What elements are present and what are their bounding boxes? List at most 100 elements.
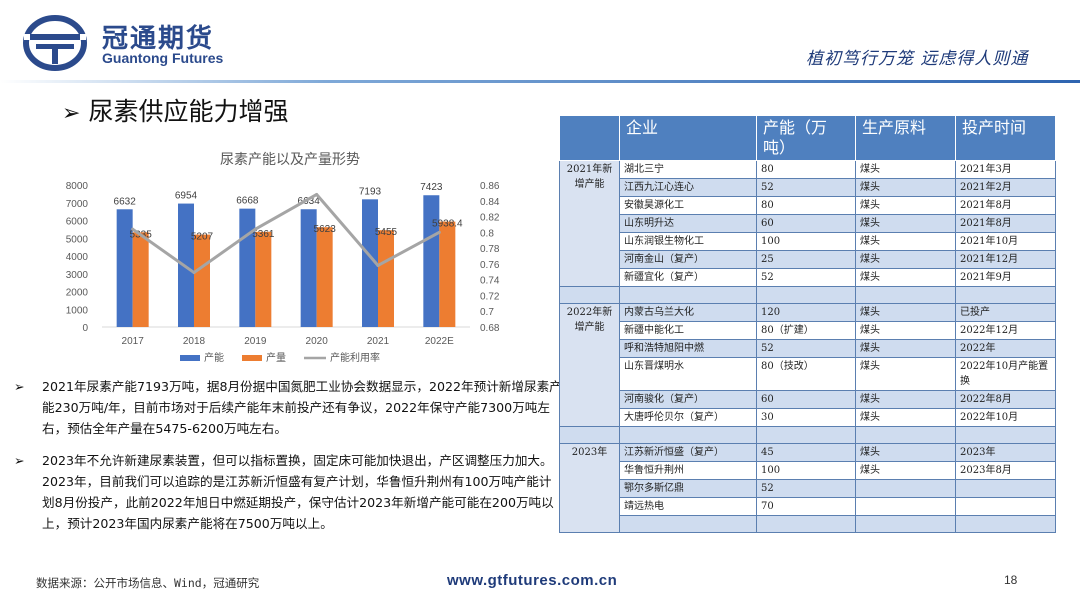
table-cell: 河南骏化（复产） xyxy=(619,390,757,409)
logo-english-name: Guantong Futures xyxy=(102,50,224,66)
website-link[interactable]: www.gtfutures.com.cn xyxy=(447,572,618,589)
table-cell: 煤头 xyxy=(855,357,956,391)
legend-label: 产量 xyxy=(266,351,286,364)
company-logo: 冠通期货 Guantong Futures xyxy=(22,14,282,74)
utilization-point xyxy=(315,192,319,196)
table-row: 江西九江心连心 52 煤头 2021年2月 xyxy=(560,178,1056,197)
table-empty-cell xyxy=(619,515,757,533)
utilization-point xyxy=(131,227,135,231)
table-cell: 山东润银生物化工 xyxy=(619,232,757,251)
bar-output xyxy=(316,227,333,327)
table-cell: 煤头 xyxy=(855,268,956,287)
table-cell: 2021年3月 xyxy=(955,160,1056,179)
table-cell: 80 xyxy=(756,160,856,179)
table-cell xyxy=(955,497,1056,516)
utilization-point xyxy=(376,263,380,267)
table-cell: 山东明升达 xyxy=(619,214,757,233)
x-tick-label: 2022E xyxy=(425,336,454,347)
utilization-point xyxy=(437,230,441,234)
table-cell: 煤头 xyxy=(855,178,956,197)
table-cell: 52 xyxy=(756,268,856,287)
table-cell: 煤头 xyxy=(855,408,956,427)
table-cell: 2021年9月 xyxy=(955,268,1056,287)
bar-output xyxy=(378,230,394,327)
y-tick-label: 6000 xyxy=(66,217,89,228)
table-group-label: 2023年 xyxy=(559,443,620,533)
header-divider xyxy=(0,80,1080,83)
table-row: 2021年新增产能 湖北三宁 80 煤头 2021年3月 xyxy=(559,160,1056,287)
table-row: 河南金山（复产） 25 煤头 2021年12月 xyxy=(560,250,1056,269)
bar-data-label: 5207 xyxy=(191,232,214,243)
company-slogan: 植初笃行万笼 远虑得人则通 xyxy=(806,49,1029,69)
legend-swatch-output xyxy=(242,355,262,361)
table-cell: 呼和浩特旭阳中燃 xyxy=(619,339,757,358)
y2-tick-label: 0.72 xyxy=(480,291,500,302)
table-row: 鄂尔多斯亿鼎 52 xyxy=(560,479,1056,498)
bar-output xyxy=(439,221,456,327)
y2-tick-label: 0.74 xyxy=(480,276,500,287)
table-cell: 已投产 xyxy=(955,303,1056,322)
table-cell: 100 xyxy=(756,232,856,251)
table-cell: 2021年2月 xyxy=(955,178,1056,197)
table-row: 新疆中能化工 80（扩建） 煤头 2022年12月 xyxy=(560,321,1056,340)
table-cell: 湖北三宁 xyxy=(619,160,757,179)
table-header-cell: 企业 xyxy=(619,115,757,161)
x-tick-label: 2019 xyxy=(244,336,267,347)
table-empty-cell xyxy=(559,286,620,304)
table-header-cell: 产能（万吨） xyxy=(756,115,856,161)
bar-data-label: 6632 xyxy=(114,196,137,207)
logo-chinese-name: 冠通期货 xyxy=(102,24,215,54)
utilization-point xyxy=(253,227,257,231)
y2-tick-label: 0.86 xyxy=(480,181,500,192)
table-empty-cell xyxy=(855,286,956,304)
table-cell: 2023年 xyxy=(955,443,1056,462)
table-cell: 2021年8月 xyxy=(955,196,1056,215)
utilization-line xyxy=(131,192,441,275)
bar-output xyxy=(255,231,272,327)
table-empty-cell xyxy=(756,426,856,444)
table-cell: 河南金山（复产） xyxy=(619,250,757,269)
table-row: 山东晋煤明水 80（技改） 煤头 2022年10月产能置换 xyxy=(560,357,1056,391)
y-tick-label: 8000 xyxy=(66,181,89,192)
chart-svg: 尿素产能以及产量形势 0 1000 2000 3000 4000 5000 6000 7000 8… xyxy=(66,151,500,364)
table-group-label: 2021年新增产能 xyxy=(559,160,620,287)
y-tick-label: 4000 xyxy=(66,252,89,263)
page-number: 18 xyxy=(1004,573,1018,587)
table-cell: 120 xyxy=(756,303,856,322)
bar-data-label: 6634 xyxy=(298,196,321,207)
title-arrow-icon: ➢ xyxy=(62,101,81,126)
table-cell: 新疆中能化工 xyxy=(619,321,757,340)
bar-data-label: 7193 xyxy=(359,186,382,197)
table-cell: 靖远热电 xyxy=(619,497,757,516)
table-cell: 安徽昊源化工 xyxy=(619,196,757,215)
bullet-text: 2021年尿素产能7193万吨，据8月份据中国氮肥工业协会数据显示，2022年预… xyxy=(42,379,562,436)
y2-tick-label: 0.82 xyxy=(480,213,500,224)
table-cell xyxy=(855,497,956,516)
table-row: 山东润银生物化工 100 煤头 2021年10月 xyxy=(560,232,1056,251)
x-tick-label: 2017 xyxy=(122,336,145,347)
page-title: ➢ 尿素供应能力增强 xyxy=(62,92,288,128)
table-cell: 煤头 xyxy=(855,461,956,480)
table-row: 河南骏化（复产） 60 煤头 2022年8月 xyxy=(560,390,1056,409)
table-cell: 2022年10月产能置换 xyxy=(955,357,1056,391)
table-cell xyxy=(855,479,956,498)
table-cell: 江苏新沂恒盛（复产） xyxy=(619,443,757,462)
table-cell: 煤头 xyxy=(855,390,956,409)
y-tick-label: 3000 xyxy=(66,270,89,281)
bullet-text: 2023年不允许新建尿素装置，但可以指标置换，固定床可能加快退出，产区调整压力加… xyxy=(42,453,554,531)
table-cell: 江西九江心连心 xyxy=(619,178,757,197)
table-empty-cell xyxy=(955,286,1056,304)
x-tick-label: 2021 xyxy=(367,336,390,347)
table-row: 新疆宜化（复产） 52 煤头 2021年9月 xyxy=(560,268,1056,287)
y-tick-label: 5000 xyxy=(66,234,89,245)
table-cell: 煤头 xyxy=(855,160,956,179)
table-cell: 煤头 xyxy=(855,303,956,322)
x-tick-label: 2020 xyxy=(306,336,329,347)
table-cell: 60 xyxy=(756,214,856,233)
bar-data-label: 6954 xyxy=(175,191,198,202)
table-row: 安徽昊源化工 80 煤头 2021年8月 xyxy=(560,196,1056,215)
table-cell: 煤头 xyxy=(855,443,956,462)
table-cell: 52 xyxy=(756,339,856,358)
bar-capacity xyxy=(300,209,317,327)
table-cell: 新疆宜化（复产） xyxy=(619,268,757,287)
